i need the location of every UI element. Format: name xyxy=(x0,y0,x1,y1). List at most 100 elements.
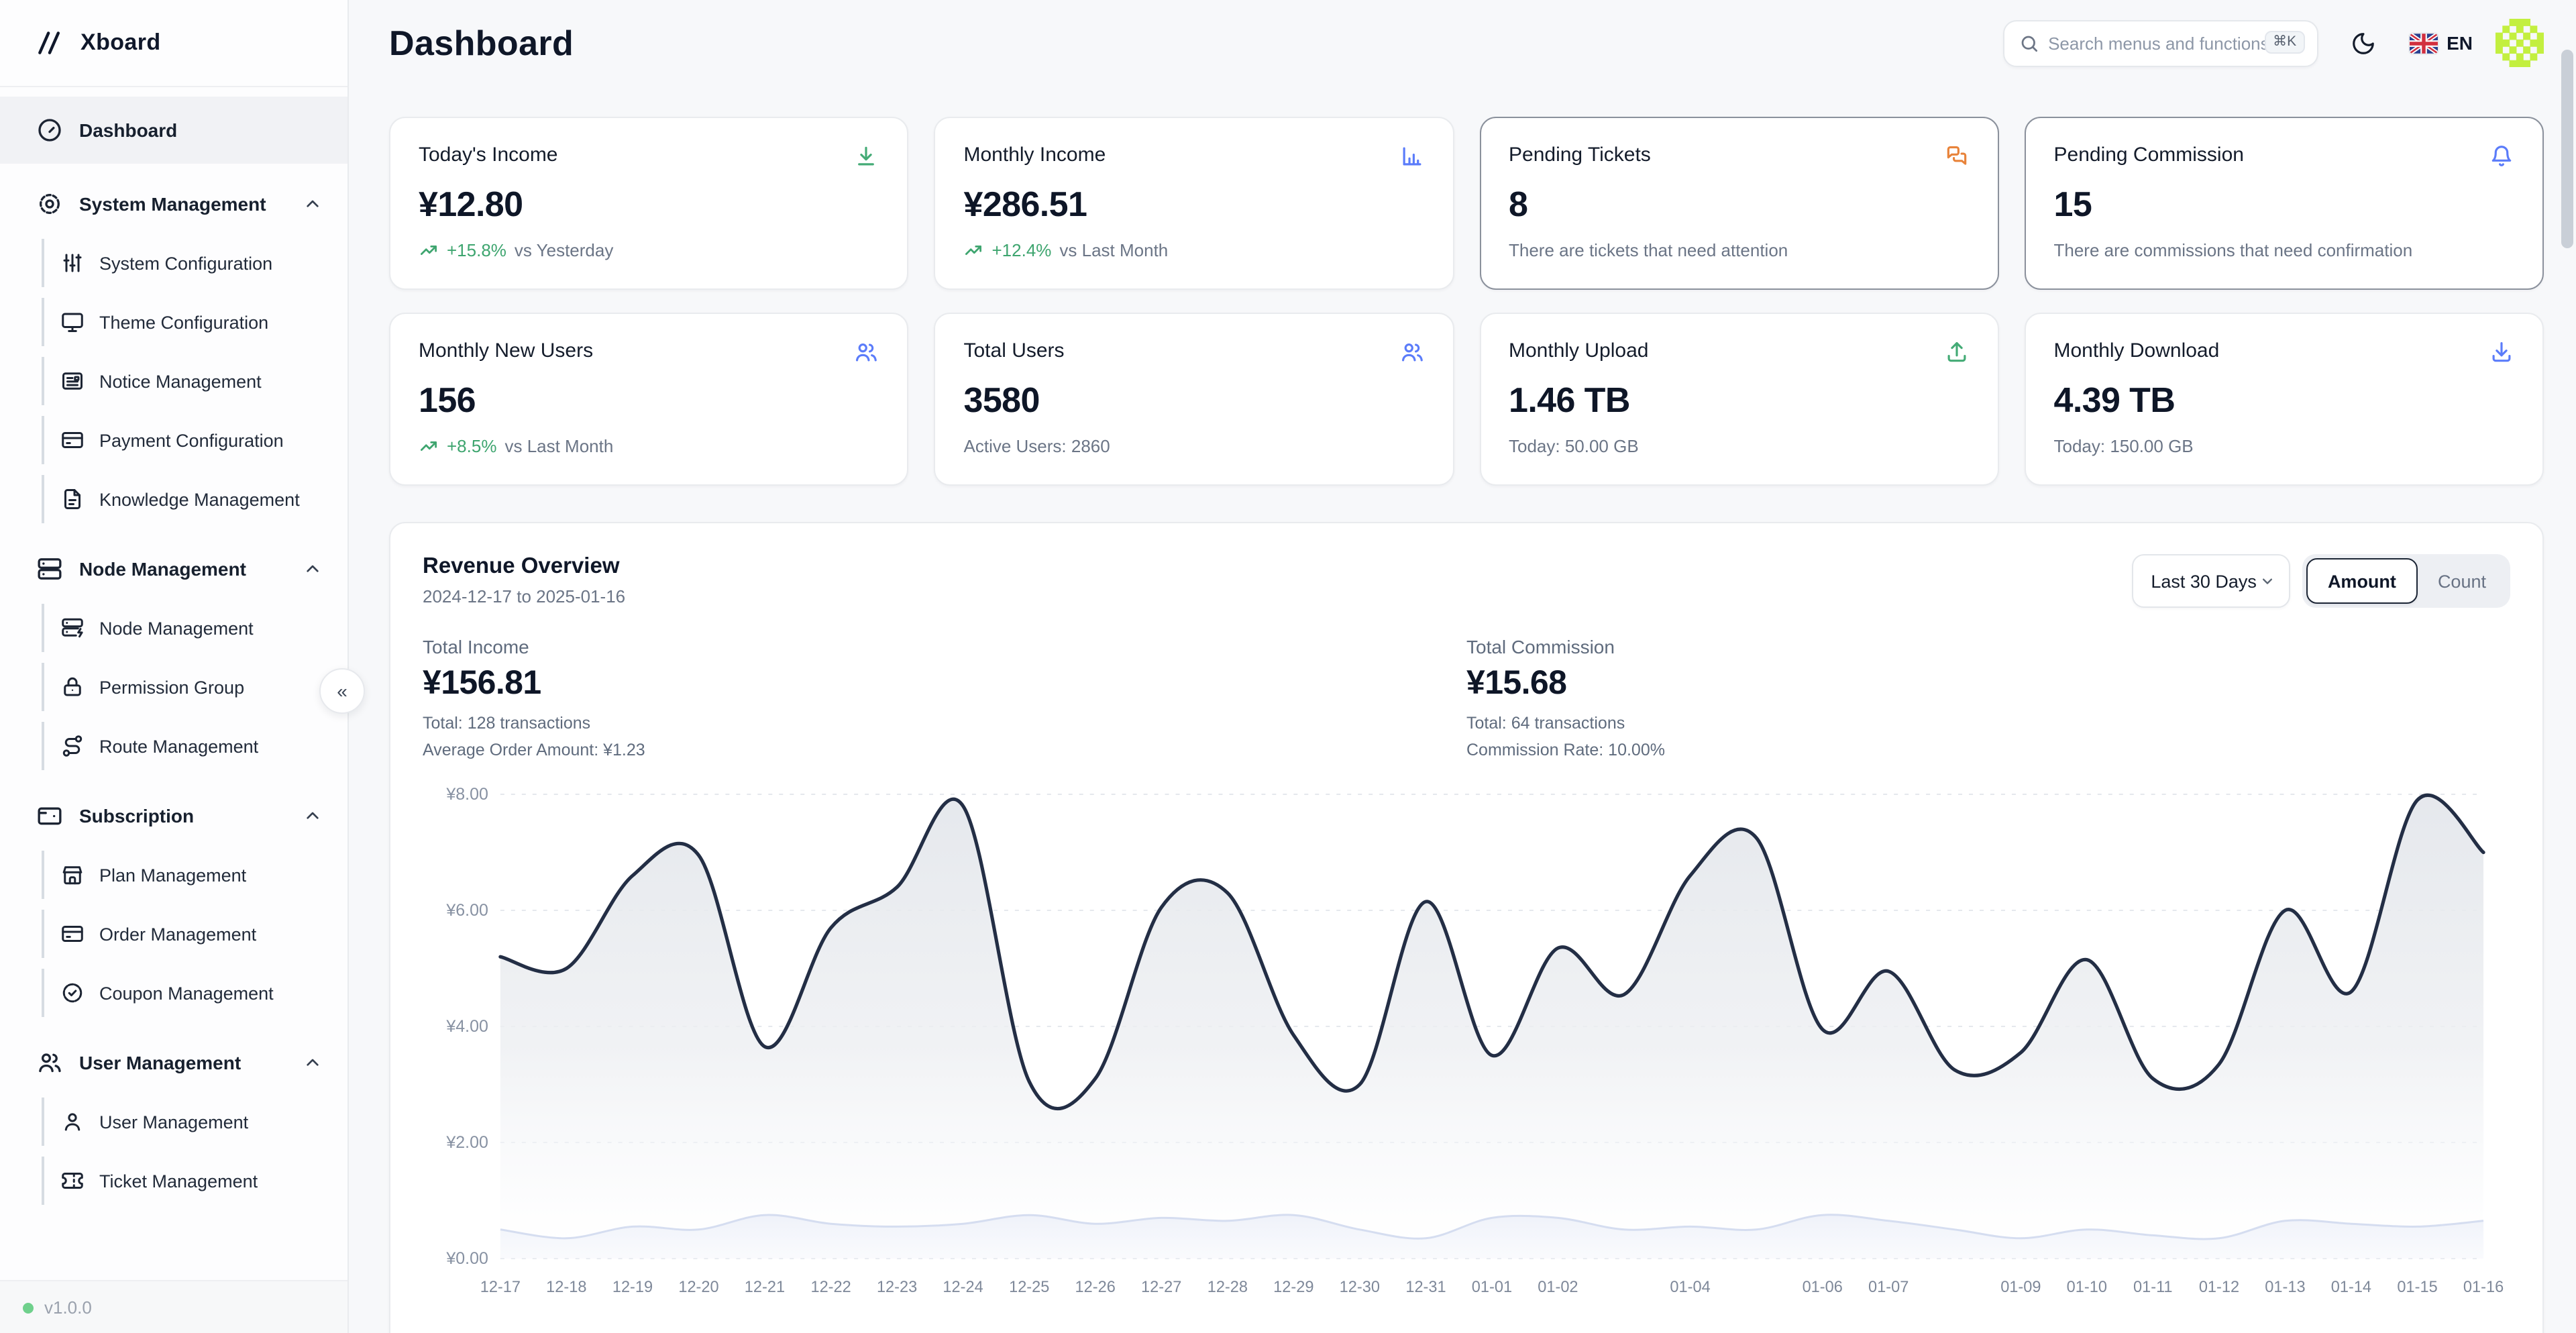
trend-value: +8.5% xyxy=(447,436,497,456)
card-title: Total Users xyxy=(963,339,1065,362)
svg-text:¥8.00: ¥8.00 xyxy=(445,785,488,804)
download-icon xyxy=(854,144,879,169)
date-range-select-value: Last 30 Days xyxy=(2151,571,2257,591)
card-value: 156 xyxy=(419,380,476,420)
date-range-select[interactable]: Last 30 Days xyxy=(2132,554,2290,608)
sidebar-group-label: System Management xyxy=(79,193,266,215)
main-content: Dashboard ⌘K xyxy=(349,0,2576,1333)
svg-text:¥0.00: ¥0.00 xyxy=(445,1249,488,1268)
sidebar-item-permission-group[interactable]: Permission Group xyxy=(0,657,347,716)
language-selector[interactable]: EN xyxy=(2409,32,2473,54)
trend-label: vs Yesterday xyxy=(514,240,614,260)
total-income-label: Total Income xyxy=(423,636,529,657)
sidebar-item-notice-management[interactable]: Notice Management xyxy=(0,352,347,411)
card-pending-commission[interactable]: Pending Commission 15 There are commissi… xyxy=(2024,117,2544,290)
trend-value: +12.4% xyxy=(991,240,1052,260)
users-icon xyxy=(854,339,879,365)
sidebar-sublist-system: System Configuration Theme Configuration… xyxy=(0,233,347,529)
sidebar-group-node-management[interactable]: Node Management xyxy=(0,539,347,598)
app-logo[interactable]: Xboard xyxy=(0,0,347,87)
sidebar-item-label: Order Management xyxy=(99,924,257,944)
svg-text:12-17: 12-17 xyxy=(480,1278,521,1295)
users-icon xyxy=(36,1049,63,1076)
sidebar-item-label: Payment Configuration xyxy=(99,430,284,450)
svg-text:12-22: 12-22 xyxy=(810,1278,851,1295)
sidebar-item-label: Node Management xyxy=(99,618,254,638)
uk-flag-icon xyxy=(2409,33,2438,53)
sidebar-collapse-button[interactable]: « xyxy=(319,668,365,714)
sidebar-item-node-management[interactable]: Node Management xyxy=(0,598,347,657)
bell-icon xyxy=(2489,144,2514,169)
sidebar-item-knowledge-management[interactable]: Knowledge Management xyxy=(0,470,347,529)
sidebar-group-user-management[interactable]: User Management xyxy=(0,1033,347,1092)
card-note: Today: 150.00 GB xyxy=(2053,436,2194,456)
sidebar-item-route-management[interactable]: Route Management xyxy=(0,716,347,776)
svg-text:12-23: 12-23 xyxy=(877,1278,917,1295)
sidebar-item-ticket-management[interactable]: Ticket Management xyxy=(0,1151,347,1210)
trending-up-icon xyxy=(965,246,982,255)
gear-icon xyxy=(36,191,63,217)
file-text-icon xyxy=(60,487,85,511)
svg-text:01-16: 01-16 xyxy=(2463,1278,2504,1295)
svg-text:12-25: 12-25 xyxy=(1009,1278,1049,1295)
commission-rate: Commission Rate: 10.00% xyxy=(1466,741,1665,759)
sidebar-item-label: User Management xyxy=(99,1112,249,1132)
toggle-amount-button[interactable]: Amount xyxy=(2306,558,2418,604)
revenue-chart-area: ¥8.00 ¥6.00 ¥4.00 ¥2.00 ¥0.00 12-17 12-18 12-19… xyxy=(423,778,2510,1304)
upload-icon xyxy=(1944,339,1970,365)
sidebar-group-system-management[interactable]: System Management xyxy=(0,174,347,233)
sidebar-item-order-management[interactable]: Order Management xyxy=(0,904,347,963)
search-shortcut-badge: ⌘K xyxy=(2265,30,2305,54)
sidebar-item-user-management[interactable]: User Management xyxy=(0,1092,347,1151)
chevron-down-icon xyxy=(2262,578,2272,584)
page-scrollbar-thumb[interactable] xyxy=(2561,50,2573,248)
svg-text:12-19: 12-19 xyxy=(612,1278,653,1295)
status-dot xyxy=(23,1302,34,1313)
monitor-icon xyxy=(60,310,85,334)
card-pending-tickets[interactable]: Pending Tickets 8 There are tickets that… xyxy=(1479,117,1999,290)
search-box: ⌘K xyxy=(2002,19,2318,66)
sidebar-item-payment-configuration[interactable]: Payment Configuration xyxy=(0,411,347,470)
trend-label: vs Last Month xyxy=(504,436,614,456)
svg-text:¥4.00: ¥4.00 xyxy=(445,1017,488,1036)
svg-text:01-14: 01-14 xyxy=(2331,1278,2371,1295)
topbar: Dashboard ⌘K xyxy=(389,0,2544,86)
card-value: 4.39 TB xyxy=(2053,380,2176,420)
users-icon xyxy=(1399,339,1424,365)
svg-text:01-02: 01-02 xyxy=(1538,1278,1578,1295)
amount-count-toggle: Amount Count xyxy=(2302,554,2510,608)
trending-up-icon xyxy=(421,441,437,451)
svg-text:¥2.00: ¥2.00 xyxy=(445,1133,488,1152)
app-name: Xboard xyxy=(80,30,161,55)
toggle-count-button[interactable]: Count xyxy=(2437,571,2486,591)
svg-text:12-29: 12-29 xyxy=(1273,1278,1313,1295)
gauge-icon xyxy=(36,117,63,144)
chevron-up-icon xyxy=(307,200,319,207)
newspaper-icon xyxy=(60,369,85,393)
card-note: Today: 50.00 GB xyxy=(1509,436,1639,456)
svg-text:01-13: 01-13 xyxy=(2265,1278,2305,1295)
trend-value: +15.8% xyxy=(447,240,506,260)
sidebar-item-system-configuration[interactable]: System Configuration xyxy=(0,233,347,292)
svg-text:01-11: 01-11 xyxy=(2133,1278,2173,1295)
card-title: Monthly Upload xyxy=(1509,339,1649,362)
route-icon xyxy=(60,734,85,758)
sidebar-group-subscription[interactable]: Subscription xyxy=(0,786,347,845)
svg-text:01-01: 01-01 xyxy=(1472,1278,1512,1295)
card-monthly-income: Monthly Income ¥286.51 +12.4% vs Last Mo… xyxy=(934,117,1454,290)
total-commission-block: Total Commission ¥15.68 Total: 64 transa… xyxy=(1466,636,2510,759)
avatar[interactable] xyxy=(2496,19,2544,68)
sidebar-item-coupon-management[interactable]: Coupon Management xyxy=(0,963,347,1022)
card-note: There are tickets that need attention xyxy=(1509,240,1788,260)
sidebar-item-theme-configuration[interactable]: Theme Configuration xyxy=(0,292,347,352)
sidebar: Xboard Dashboard System Management xyxy=(0,0,365,1333)
card-total-users: Total Users 3580 Active Users: 2860 xyxy=(934,313,1454,486)
sidebar-item-dashboard[interactable]: Dashboard xyxy=(0,97,347,164)
dark-mode-toggle[interactable] xyxy=(2341,20,2386,66)
card-value: 15 xyxy=(2053,184,2092,224)
sidebar-item-plan-management[interactable]: Plan Management xyxy=(0,845,347,904)
revenue-overview-card: Revenue Overview 2024-12-17 to 2025-01-1… xyxy=(389,522,2544,1333)
svg-text:12-26: 12-26 xyxy=(1075,1278,1116,1295)
sliders-icon xyxy=(60,251,85,275)
ticket-icon xyxy=(60,1169,85,1193)
